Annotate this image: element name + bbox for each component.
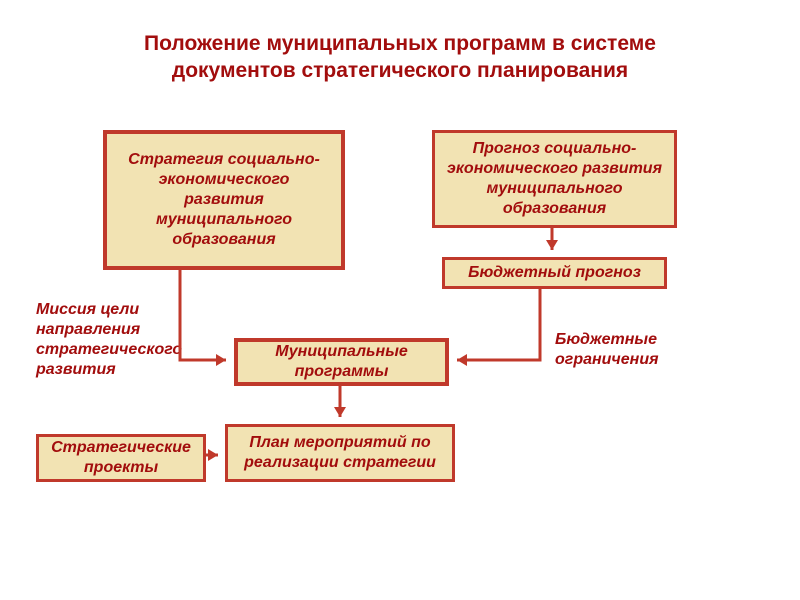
box-strategy: Стратегия социально-экономического разви… [103,130,345,270]
box-forecast: Прогноз социально-экономического развити… [432,130,677,228]
box-projects: Стратегические проекты [36,434,206,482]
label-budget-constraints: Бюджетные ограничения [555,330,725,370]
diagram-title: Положение муниципальных программ в систе… [110,30,690,85]
box-plan: План мероприятий по реализации стратегии [225,424,455,482]
box-budget-forecast: Бюджетный прогноз [442,257,667,289]
box-programs: Муниципальные программы [234,338,449,386]
label-mission: Миссия цели направления стратегического … [36,300,216,380]
